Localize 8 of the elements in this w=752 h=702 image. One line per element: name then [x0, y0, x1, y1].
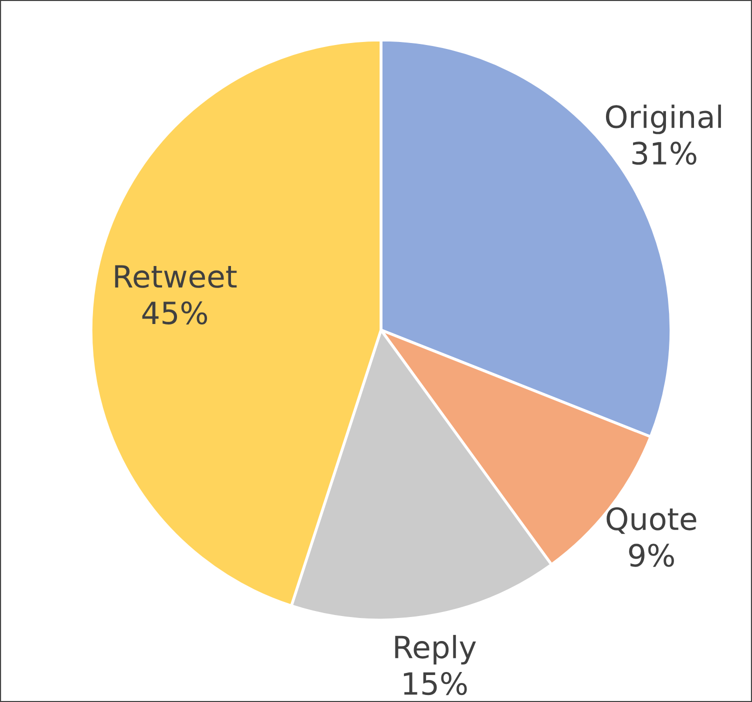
- slice-label: Quote: [606, 507, 696, 534]
- data-label: 9%: [629, 544, 674, 567]
- slice-label: Retweet: [115, 265, 237, 288]
- data-label: 45%: [142, 301, 208, 324]
- data-label: 15%: [404, 672, 467, 696]
- data-label: 31%: [632, 142, 696, 165]
- slice-label: Original: [606, 104, 721, 134]
- slice-label: Reply: [395, 634, 476, 665]
